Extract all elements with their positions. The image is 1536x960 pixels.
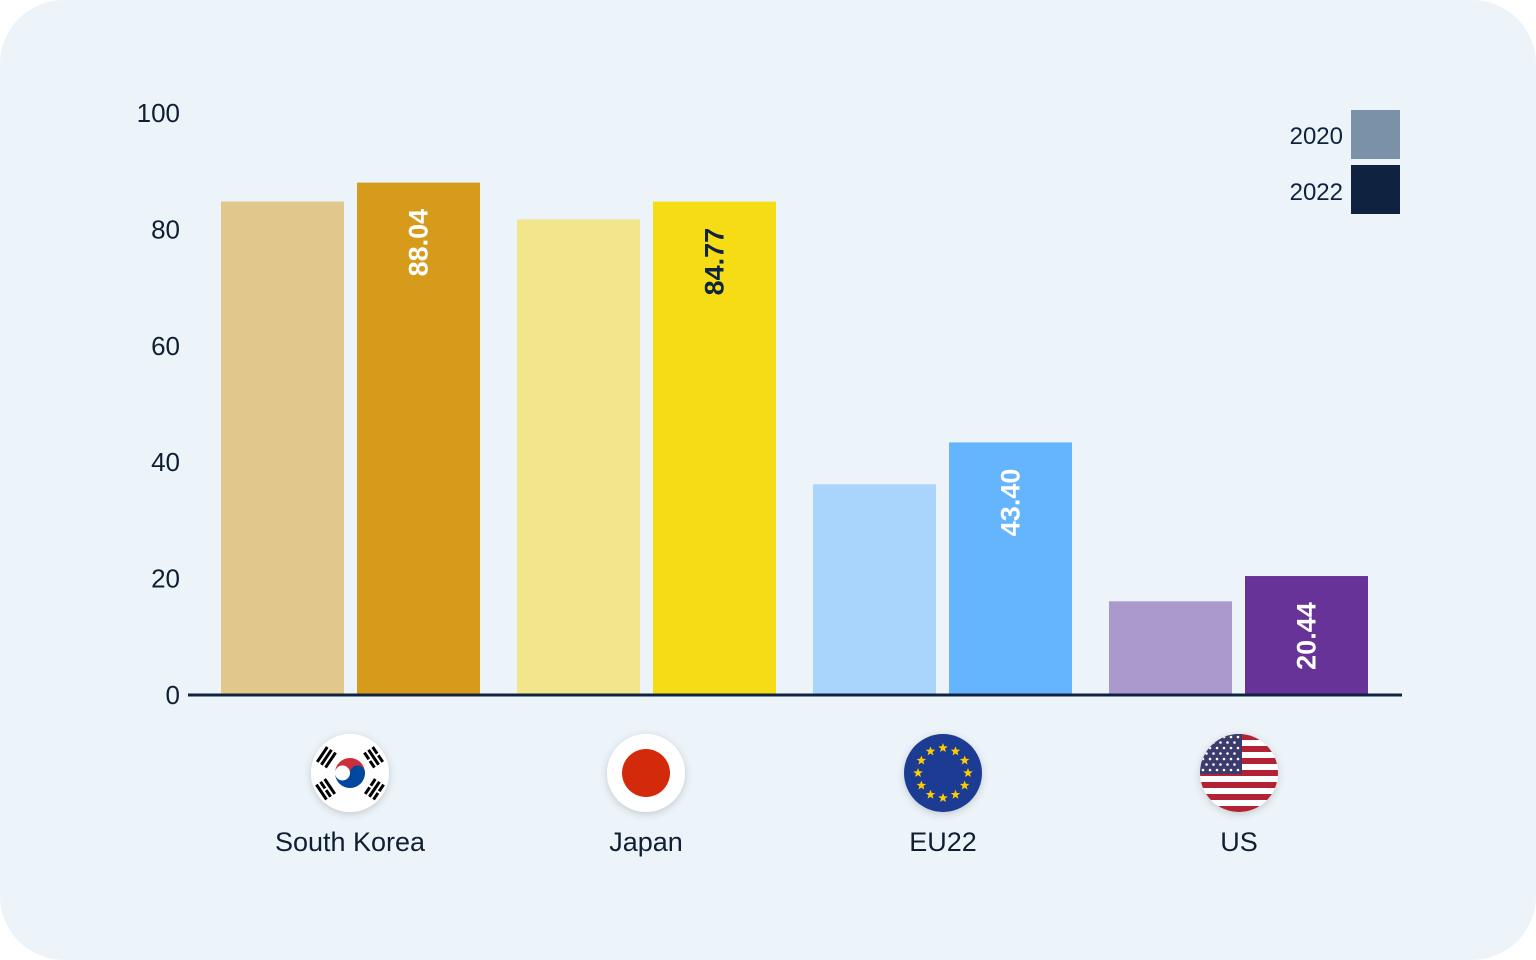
legend-label-2020: 2020	[1290, 123, 1343, 150]
legend-label-2022: 2022	[1290, 179, 1343, 206]
y-tick-label: 60	[151, 331, 180, 361]
category-label-us: US	[1220, 827, 1258, 857]
y-tick-label: 20	[151, 564, 180, 594]
y-tick-label: 80	[151, 214, 180, 244]
category-label-japan: Japan	[609, 827, 683, 857]
data-label-japan-2022: 84.77	[700, 228, 730, 296]
y-tick-label: 0	[166, 680, 180, 710]
bar-south-korea-2020	[221, 201, 344, 696]
us-flag-icon	[1200, 734, 1278, 812]
legend-swatch-2022	[1351, 165, 1400, 214]
data-label-eu22-2022: 43.40	[996, 469, 1026, 537]
south-korea-flag-icon	[311, 734, 389, 812]
bar-japan-2022	[653, 201, 776, 695]
data-label-us-2022: 20.44	[1292, 602, 1322, 670]
bar-us-2020	[1109, 601, 1232, 695]
y-tick-label: 40	[151, 447, 180, 477]
bar-south-korea-2022	[357, 182, 480, 696]
category-label-south-korea: South Korea	[275, 827, 426, 857]
eu-flag-icon	[904, 734, 982, 812]
legend: 2020 2022	[1290, 110, 1400, 214]
legend-swatch-2020	[1351, 110, 1400, 159]
x-axis-labels: South Korea Japan EU22 US	[275, 827, 1258, 857]
data-label-south-korea-2022: 88.04	[404, 209, 434, 277]
japan-flag-icon	[607, 734, 685, 812]
category-label-eu22: EU22	[909, 827, 977, 857]
bar-eu22-2020	[813, 484, 936, 695]
bar-eu22-2022	[949, 442, 1072, 695]
bar-us-2022	[1245, 576, 1368, 695]
bar-japan-2020	[517, 219, 640, 696]
data-labels: 88.04 84.77 43.40 20.44	[404, 209, 1322, 670]
bars	[221, 182, 1368, 696]
y-tick-label: 100	[137, 98, 180, 128]
y-axis-ticks: 0 20 40 60 80 100	[137, 98, 180, 710]
